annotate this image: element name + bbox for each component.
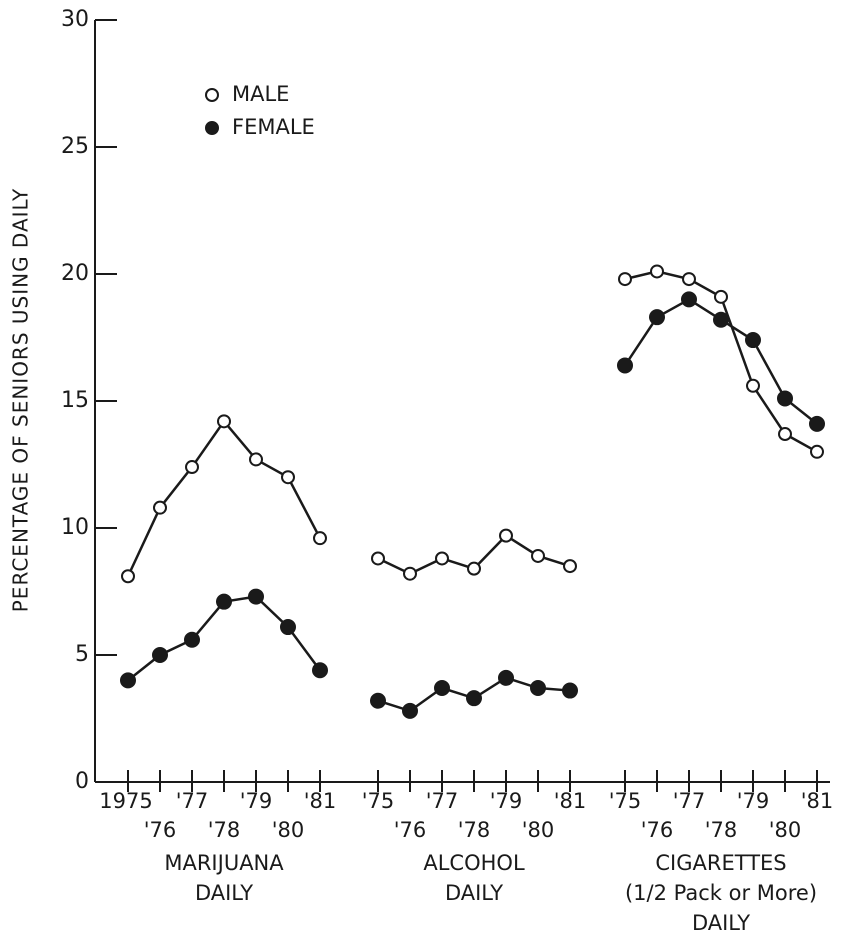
data-point [313, 531, 327, 546]
x-tick-label: '80 [769, 818, 802, 842]
x-tick-label: '75 [362, 789, 395, 813]
x-tick-label: '77 [176, 789, 209, 813]
legend-marker [205, 121, 219, 135]
data-point [467, 561, 481, 576]
data-point [312, 662, 328, 679]
data-point [466, 690, 482, 707]
data-point [152, 647, 168, 663]
x-tick-label: '81 [801, 789, 834, 813]
data-point [403, 566, 417, 581]
data-point [810, 444, 824, 459]
data-point [617, 357, 633, 374]
group-label: DAILY [692, 911, 750, 935]
data-point [121, 569, 135, 584]
x-tick-label: '77 [673, 789, 706, 813]
x-tick-label: '80 [272, 818, 305, 842]
data-point [248, 588, 264, 605]
legend-marker [205, 88, 219, 102]
y-tick-label: 0 [75, 769, 89, 794]
x-tick-label: '75 [609, 789, 642, 813]
data-point [563, 559, 577, 574]
data-point [809, 415, 825, 432]
x-tick-label: '81 [554, 789, 587, 813]
data-point [778, 427, 792, 442]
data-point [681, 291, 697, 308]
data-point [745, 332, 761, 349]
data-point [434, 680, 450, 697]
x-tick-label: '78 [458, 818, 491, 842]
data-point [280, 619, 296, 636]
data-point [649, 309, 665, 326]
data-point [746, 378, 760, 393]
data-point [185, 460, 199, 475]
legend-label: FEMALE [232, 115, 315, 139]
y-tick-label: 5 [75, 642, 89, 667]
data-point [562, 682, 578, 699]
x-tick-label: '78 [705, 818, 738, 842]
data-point [714, 289, 728, 304]
data-point [682, 272, 696, 287]
y-tick-label: 10 [61, 515, 89, 540]
series-line [126, 419, 322, 577]
y-tick-label: 15 [61, 388, 89, 413]
x-tick-label: '81 [304, 789, 337, 813]
legend-label: MALE [232, 82, 289, 106]
group-label: DAILY [195, 881, 253, 905]
y-tick-label: 20 [61, 261, 89, 286]
data-point [402, 702, 418, 719]
data-point [650, 264, 664, 279]
x-tick-label: '77 [426, 789, 459, 813]
data-point [281, 470, 295, 485]
group-label: (1/2 Pack or More) [625, 881, 817, 905]
data-point [618, 272, 632, 287]
data-point [435, 551, 449, 566]
x-tick-label: '76 [394, 818, 427, 842]
data-point [777, 390, 793, 407]
data-point [217, 414, 231, 429]
data-point [216, 593, 232, 610]
x-tick-label: '80 [522, 818, 555, 842]
y-tick-label: 25 [61, 134, 89, 159]
data-point [531, 548, 545, 563]
data-point [499, 528, 513, 543]
x-tick-label: 1975 [99, 789, 152, 813]
x-tick-label: '76 [641, 818, 674, 842]
y-axis-label: PERCENTAGE OF SENIORS USING DAILY [9, 188, 33, 613]
group-label: DAILY [445, 881, 503, 905]
data-point [530, 680, 546, 697]
y-tick-label: 30 [61, 7, 89, 32]
data-point [184, 631, 200, 648]
x-tick-label: '79 [240, 789, 273, 813]
x-tick-label: '78 [208, 818, 241, 842]
group-label: ALCOHOL [423, 851, 525, 875]
data-point [153, 500, 167, 515]
group-label: CIGARETTES [655, 851, 786, 875]
x-tick-label: '79 [490, 789, 523, 813]
data-point [498, 669, 514, 686]
data-point [371, 551, 385, 566]
data-point [713, 311, 729, 328]
data-point [120, 672, 136, 689]
x-tick-label: '79 [737, 789, 770, 813]
group-label: MARIJUANA [164, 851, 284, 875]
data-point [370, 692, 386, 709]
data-point [249, 452, 263, 467]
x-tick-label: '76 [144, 818, 177, 842]
